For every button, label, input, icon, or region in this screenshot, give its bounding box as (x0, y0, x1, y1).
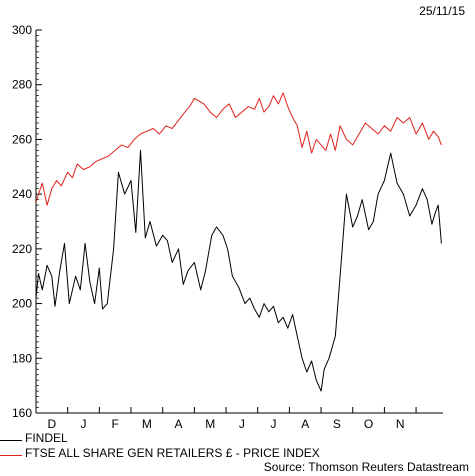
legend-item-ftse: FTSE ALL SHARE GEN RETAILERS £ - PRICE I… (0, 445, 320, 460)
x-tick-label: A (301, 417, 309, 430)
y-tick-label: 180 (12, 351, 32, 365)
x-tick-label: M (205, 417, 215, 430)
y-tick-label: 160 (12, 406, 32, 420)
legend-swatch-findel (0, 440, 22, 441)
y-tick-label: 240 (12, 187, 32, 201)
source-note: Source: Thomson Reuters Datastream (263, 460, 469, 474)
y-tick-label: 280 (12, 78, 32, 92)
y-tick-label: 220 (12, 242, 32, 256)
x-tick-label: J (239, 417, 245, 430)
legend-item-findel: FINDEL (0, 430, 320, 445)
x-tick-label: S (333, 417, 341, 430)
x-tick-label: A (175, 417, 183, 430)
x-tick-label: O (364, 417, 373, 430)
legend-swatch-ftse (0, 455, 22, 456)
chart-date: 25/11/15 (419, 4, 465, 18)
y-tick-label: 260 (12, 132, 32, 146)
legend-label-findel: FINDEL (25, 430, 68, 445)
x-tick-label: F (112, 417, 119, 430)
legend: FINDEL FTSE ALL SHARE GEN RETAILERS £ - … (0, 430, 320, 460)
x-tick-label: D (48, 417, 57, 430)
x-tick-label: M (142, 417, 152, 430)
chart: 160 180 200 220 240 260 280 300 D J F M A M J J A S O N (12, 23, 443, 430)
y-tick-label: 300 (12, 23, 32, 37)
x-tick-label: J (81, 417, 87, 430)
chart-axes (35, 30, 443, 414)
x-tick-label: N (396, 417, 405, 430)
y-tick-label: 200 (12, 297, 32, 311)
series-line-ftse (35, 92, 442, 206)
series-line-findel (35, 149, 442, 392)
series-lines (35, 92, 442, 392)
x-tick-label: J (271, 417, 277, 430)
legend-label-ftse: FTSE ALL SHARE GEN RETAILERS £ - PRICE I… (25, 445, 320, 460)
y-axis-ticks: 160 180 200 220 240 260 280 300 (12, 23, 42, 420)
